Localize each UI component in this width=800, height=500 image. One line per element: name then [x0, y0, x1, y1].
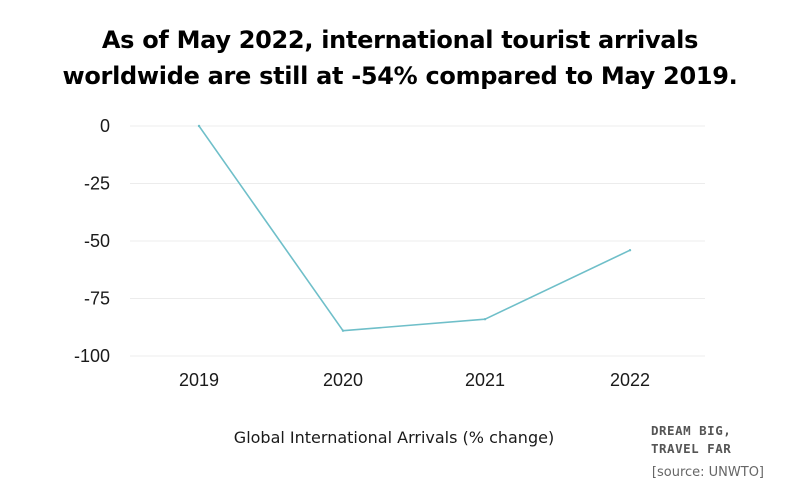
chart-title-line-2: worldwide are still at -54% compared to …: [62, 62, 738, 90]
y-tick-label: 0: [100, 116, 110, 136]
brand-line-2: TRAVEL FAR: [651, 441, 732, 456]
data-series: [197, 124, 632, 332]
brand-logo: DREAM BIG, TRAVEL FAR: [651, 422, 731, 458]
y-tick-label: -50: [84, 231, 110, 251]
source-note: [source: UNWTO]: [651, 465, 764, 480]
data-point: [483, 318, 487, 321]
data-point: [628, 249, 632, 252]
x-tick-label: 2022: [610, 370, 650, 390]
x-tick-label: 2019: [179, 370, 219, 390]
gridlines: [130, 125, 705, 357]
y-tick-label: -75: [84, 289, 110, 309]
brand-line-1: DREAM BIG,: [651, 423, 732, 438]
data-point: [197, 124, 201, 128]
series-line: [198, 125, 631, 332]
y-axis-ticks: 0 -25 -50 -75 -100: [74, 116, 110, 366]
x-axis-ticks: 2019 2020 2021 2022: [179, 370, 650, 390]
data-point: [341, 329, 345, 332]
y-tick-label: -100: [74, 346, 110, 366]
x-axis-label: Global International Arrivals (% change): [234, 428, 554, 447]
x-tick-label: 2020: [323, 370, 363, 390]
x-tick-label: 2021: [465, 370, 505, 390]
y-tick-label: -25: [84, 174, 110, 194]
chart-title: As of May 2022, international tourist ar…: [0, 22, 800, 94]
chart-title-line-1: As of May 2022, international tourist ar…: [101, 26, 699, 54]
